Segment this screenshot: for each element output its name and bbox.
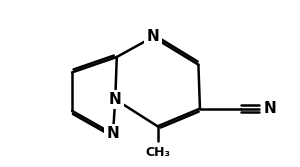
Text: N: N [147, 30, 159, 44]
Text: N: N [264, 101, 276, 116]
Text: CH₃: CH₃ [145, 146, 170, 159]
Text: N: N [109, 92, 122, 107]
Text: N: N [106, 126, 119, 141]
